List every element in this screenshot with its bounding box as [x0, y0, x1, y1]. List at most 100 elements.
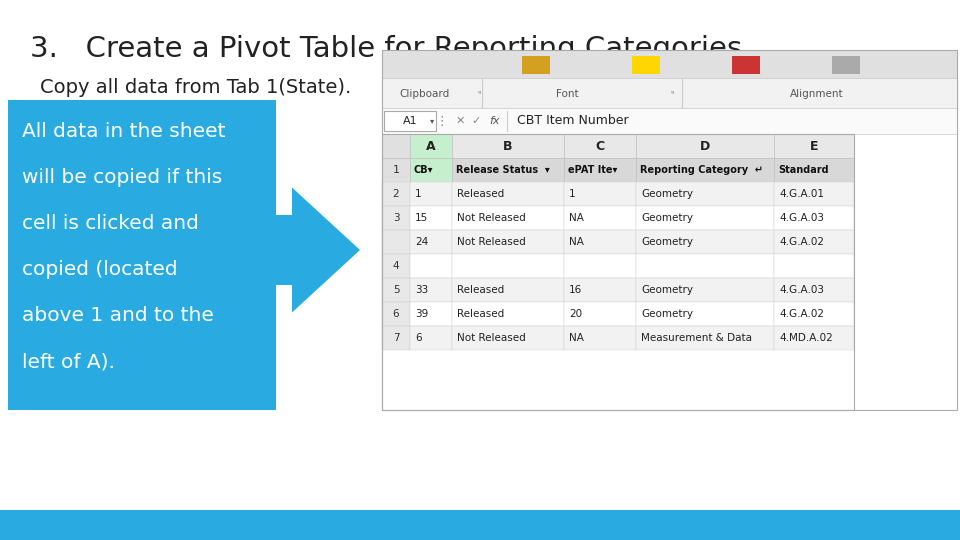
- Text: All data in the sheet: All data in the sheet: [22, 122, 226, 141]
- Text: 4.G.A.03: 4.G.A.03: [779, 213, 824, 223]
- Text: ePAT Ite▾: ePAT Ite▾: [568, 165, 617, 175]
- Bar: [564, 278, 636, 302]
- Text: ✓: ✓: [471, 116, 481, 126]
- Bar: [452, 230, 564, 254]
- Bar: [564, 206, 636, 230]
- Bar: [636, 158, 774, 182]
- Bar: [564, 326, 636, 350]
- Text: NA: NA: [569, 333, 584, 343]
- Bar: [774, 182, 854, 206]
- Text: ✕: ✕: [455, 116, 465, 126]
- Bar: [452, 158, 564, 182]
- Bar: [564, 302, 636, 326]
- Text: 33: 33: [415, 285, 428, 295]
- Text: NA: NA: [569, 237, 584, 247]
- Bar: [564, 182, 636, 206]
- Bar: [522, 56, 550, 74]
- Text: 4.G.A.01: 4.G.A.01: [779, 189, 824, 199]
- Bar: [564, 230, 636, 254]
- Bar: [410, 182, 452, 206]
- Text: Released: Released: [457, 309, 504, 319]
- Bar: [774, 326, 854, 350]
- Text: Not Released: Not Released: [457, 237, 526, 247]
- Bar: [636, 134, 774, 158]
- Bar: [452, 134, 564, 158]
- Text: Alignment: Alignment: [790, 89, 844, 99]
- Text: 39: 39: [415, 309, 428, 319]
- Bar: [0, 510, 960, 540]
- Bar: [382, 50, 957, 410]
- Text: A1: A1: [402, 116, 418, 126]
- Text: 5: 5: [393, 285, 399, 295]
- Text: Measurement & Data: Measurement & Data: [641, 333, 752, 343]
- Bar: [774, 230, 854, 254]
- Bar: [636, 230, 774, 254]
- Text: 2: 2: [393, 189, 399, 199]
- Text: Standard: Standard: [778, 165, 828, 175]
- Bar: [452, 254, 564, 278]
- Bar: [382, 278, 410, 302]
- Bar: [564, 158, 636, 182]
- Bar: [410, 158, 452, 182]
- Text: Released: Released: [457, 189, 504, 199]
- Bar: [774, 254, 854, 278]
- Bar: [382, 50, 957, 78]
- Text: C: C: [595, 139, 605, 152]
- Bar: [384, 111, 436, 131]
- Bar: [774, 302, 854, 326]
- Text: 20: 20: [569, 309, 582, 319]
- Text: ⋮: ⋮: [436, 114, 448, 127]
- Bar: [636, 302, 774, 326]
- Text: Release Status  ▾: Release Status ▾: [456, 165, 550, 175]
- Bar: [382, 78, 957, 108]
- Bar: [410, 326, 452, 350]
- Text: NA: NA: [569, 213, 584, 223]
- Bar: [382, 134, 854, 350]
- Bar: [410, 278, 452, 302]
- Text: 3.   Create a Pivot Table for Reporting Categories: 3. Create a Pivot Table for Reporting Ca…: [30, 35, 742, 63]
- Text: ᵍ: ᵍ: [670, 90, 674, 98]
- Text: Font: Font: [556, 89, 578, 99]
- Bar: [410, 134, 452, 158]
- Text: Not Released: Not Released: [457, 333, 526, 343]
- Bar: [636, 278, 774, 302]
- Bar: [452, 182, 564, 206]
- Bar: [382, 134, 854, 410]
- Text: 7: 7: [393, 333, 399, 343]
- Bar: [410, 206, 452, 230]
- Bar: [636, 254, 774, 278]
- Text: 4.G.A.03: 4.G.A.03: [779, 285, 824, 295]
- Bar: [382, 182, 410, 206]
- Text: Not Released: Not Released: [457, 213, 526, 223]
- Bar: [452, 206, 564, 230]
- Text: E: E: [809, 139, 818, 152]
- Bar: [8, 100, 276, 410]
- Bar: [382, 108, 957, 134]
- FancyArrow shape: [275, 187, 360, 313]
- Bar: [832, 56, 860, 74]
- Text: 4.MD.A.02: 4.MD.A.02: [779, 333, 832, 343]
- Text: Geometry: Geometry: [641, 237, 693, 247]
- Text: 6: 6: [415, 333, 421, 343]
- Bar: [382, 326, 410, 350]
- Bar: [452, 278, 564, 302]
- Text: copied (located: copied (located: [22, 260, 178, 279]
- Bar: [632, 56, 660, 74]
- Text: will be copied if this: will be copied if this: [22, 168, 223, 187]
- Text: Copy all data from Tab 1(State).: Copy all data from Tab 1(State).: [40, 78, 351, 97]
- Bar: [382, 230, 410, 254]
- Text: 3: 3: [393, 213, 399, 223]
- Bar: [636, 206, 774, 230]
- Text: ᵍ: ᵍ: [477, 90, 481, 98]
- Text: 24: 24: [415, 237, 428, 247]
- Text: 4: 4: [393, 261, 399, 271]
- Bar: [774, 206, 854, 230]
- Bar: [382, 254, 410, 278]
- Bar: [382, 206, 410, 230]
- Text: 6: 6: [393, 309, 399, 319]
- Bar: [774, 134, 854, 158]
- Text: cell is clicked and: cell is clicked and: [22, 214, 199, 233]
- Bar: [410, 230, 452, 254]
- Text: Geometry: Geometry: [641, 213, 693, 223]
- Text: 1: 1: [415, 189, 421, 199]
